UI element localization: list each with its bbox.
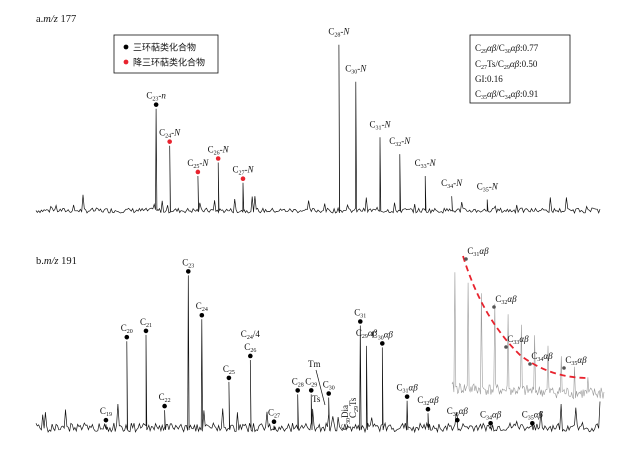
peak-label: C23 [182,257,194,269]
inset-trace [451,272,605,400]
inset-label: C34αβ [531,351,553,363]
peak-label: C23-n [146,91,166,103]
peak-label: C35αβ [522,409,544,421]
peak-marker [358,319,363,324]
peak-label: C27 [268,408,280,420]
peak-label: C30αβ [372,329,394,341]
peak-label: C33αβ [447,406,469,418]
peak-marker [153,102,159,107]
ratio-box-frame [469,34,571,104]
legend-marker-red [123,59,129,65]
legend-marker-black [123,44,129,50]
ratio-2: C27Ts/C29αβ:0.50 [475,59,538,71]
panel-a-title: a.m/z 177 [36,14,76,25]
peak-marker [455,417,460,423]
peak-label: C30 [323,380,335,392]
peak-label: C35-N [477,182,499,194]
peak-marker [215,156,221,161]
inset-label: C35αβ [565,355,587,367]
peak-label: C34-N [441,178,463,190]
trace-b [35,275,601,434]
peak-label: C28-N [328,27,350,39]
peak-label: C32αβ [417,395,439,407]
peak-marker [326,391,332,396]
peak-marker [167,139,172,144]
peak-marker [530,421,535,426]
ratio-box: C29αβ/C30αβ:0.77 C27Ts/C29αβ:0.50 GI:0.1… [469,34,571,104]
peak-label: C22 [159,392,171,404]
peak-label: C29 [305,376,317,388]
peak-label: C19 [100,406,112,418]
peak-label: C25-N [187,158,209,170]
peak-marker [199,312,205,318]
peak-label: C30-N [345,64,367,76]
peak-label: C24 [196,301,208,313]
peak-label: C31-N [370,119,392,131]
peak-marker [425,406,431,412]
legend-label-tricyclic: 三环萜类化合物 [133,42,196,54]
peak-label: C24/4 [241,329,261,341]
legend: 三环萜类化合物 降三环萜类化合物 [113,34,219,74]
peak-label: C21 [140,317,152,329]
legend-label-nor-tricyclic: 降三环萜类化合物 [133,57,205,69]
peak-label: C33-N [415,158,437,170]
peak-marker [308,388,314,393]
peak-label: C34αβ [480,409,502,421]
panel-b-title: b.m/z 191 [36,256,77,267]
peak-marker [195,169,201,175]
peak-marker [162,403,167,409]
inset-label: C31αβ [467,246,489,258]
peak-label: C26-N [208,145,230,157]
peak-label: C32-N [389,136,411,148]
trace-a [35,44,601,215]
panel-b: b.m/z 191 C19C20C21C22C23C24C25C26C24/4C… [35,246,605,434]
peak-marker [124,334,130,340]
inset-marker [464,257,468,261]
inset-label: C33αβ [507,334,529,346]
ratio-3: GI:0.16 [475,74,503,84]
peak-marker [185,269,191,274]
inset-trend-line [462,255,589,379]
peak-marker [248,353,253,359]
peak-label: C20 [121,323,133,335]
peak-marker [404,394,410,399]
peak-label: C26 [244,342,256,354]
inset-marker [562,366,566,370]
panel-a: a.m/z 177 三环萜类化合物 降三环萜类化合物 C29αβ/C30αβ:0… [35,14,601,215]
peak-label: C24-N [159,128,181,140]
inset-marker [528,362,532,366]
annotation-ts: Ts [312,394,321,404]
annotations-b: Tm Ts C29Ts C30Dia [308,359,360,430]
inset-label: C32αβ [495,294,517,306]
ratio-1: C29αβ/C30αβ:0.77 [475,43,539,55]
peak-marker [488,421,493,426]
annotation-c29ts: C29Ts [348,397,360,418]
peak-label: C31αβ [396,383,418,395]
inset-marker [504,345,508,349]
peak-marker [240,176,246,182]
peak-label: C31 [354,308,366,320]
annotation-tm-pointer [315,369,326,406]
peak-label: C27-N [232,165,254,177]
peak-label: C25 [223,364,235,376]
peak-marker [143,328,149,334]
annotation-tm: Tm [308,359,321,369]
peak-marker [103,417,109,423]
peak-marker [271,419,277,425]
inset-marker [492,305,496,309]
peak-marker [295,388,300,393]
peak-label: C29αβ [356,328,378,340]
peak-label: C28 [292,376,304,388]
peak-marker [379,341,385,346]
legend-box [113,34,219,74]
ratio-4: C35αβ/C34αβ:0.91 [475,89,538,101]
peak-marker [226,375,232,381]
